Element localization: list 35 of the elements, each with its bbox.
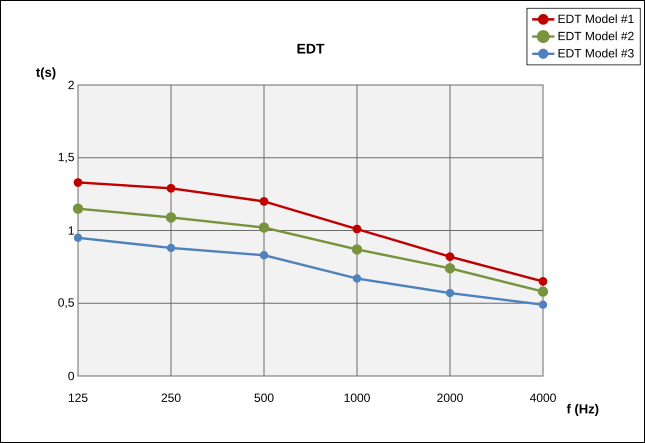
y-tick-label: 1 [68, 226, 74, 235]
point [352, 274, 362, 283]
point [538, 286, 548, 297]
legend-label: EDT Model #1 [558, 14, 634, 24]
y-tick-label: 1,5 [58, 152, 74, 163]
y-axis-title: t(s) [36, 67, 56, 80]
x-tick-label: 125 [68, 394, 88, 402]
point [74, 234, 82, 242]
point [166, 244, 176, 252]
y-tick-label: 2 [68, 80, 74, 90]
point [352, 244, 362, 255]
legend-label: EDT Model #2 [558, 31, 634, 40]
x-axis-title: f (Hz) [566, 404, 598, 416]
point [258, 222, 270, 233]
x-tick-label: 4000 [530, 394, 556, 402]
point [352, 224, 362, 234]
point [72, 203, 84, 214]
point [446, 288, 454, 298]
x-tick-label: 500 [254, 394, 274, 402]
point [538, 277, 548, 286]
point [444, 263, 456, 274]
point [260, 251, 268, 260]
y-tick-label: 0 [68, 372, 74, 380]
legend-label: EDT Model #3 [558, 48, 634, 58]
x-tick-label: 1000 [344, 394, 370, 402]
point [166, 184, 176, 193]
y-tick-label: 0,5 [58, 298, 74, 308]
x-tick-label: 2000 [437, 394, 463, 402]
chart-title: EDT [297, 44, 324, 54]
point [446, 252, 454, 262]
point [538, 300, 548, 309]
point [166, 212, 176, 223]
point [260, 196, 268, 206]
point [74, 178, 82, 187]
x-tick-label: 250 [162, 394, 181, 402]
